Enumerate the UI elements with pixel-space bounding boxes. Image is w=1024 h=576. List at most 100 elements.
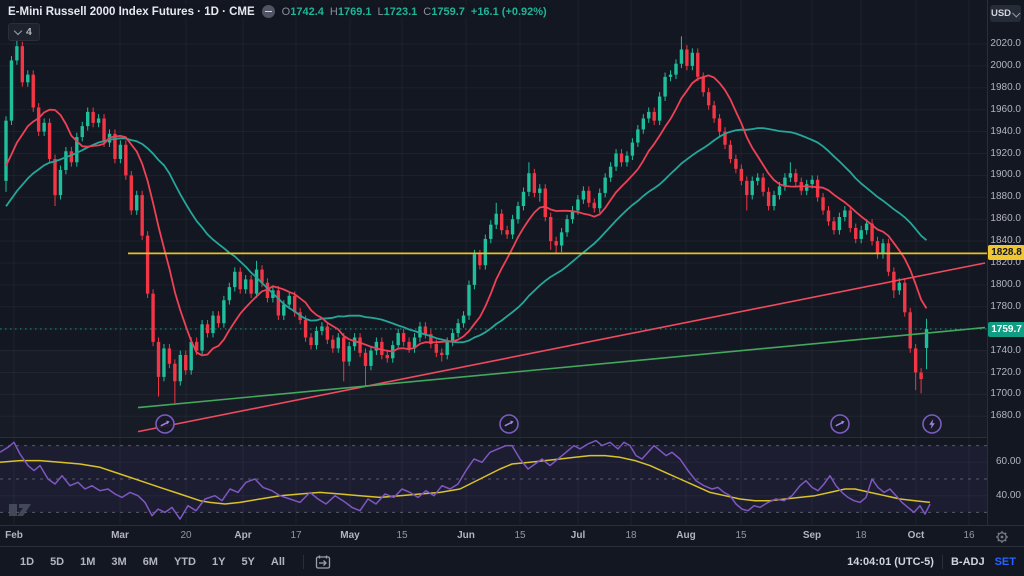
candle-body (668, 74, 673, 77)
rollover-marker-icon[interactable] (499, 414, 519, 434)
candle-body (445, 341, 449, 355)
candle-body (701, 76, 705, 93)
candle-body (254, 269, 259, 294)
price-tick: 1860.0 (990, 213, 1021, 225)
candle-body (205, 324, 210, 334)
range-button-all[interactable]: All (270, 556, 285, 568)
candle-body (15, 46, 19, 61)
candle-body (194, 341, 199, 351)
settings-gear-icon[interactable] (994, 529, 1010, 545)
symbol-title[interactable]: E-Mini Russell 2000 Index Futures · 1D ·… (8, 5, 255, 18)
candle-body (151, 293, 155, 342)
candle-body (249, 279, 253, 294)
price-tick: 1740.0 (990, 344, 1021, 356)
candle-body (325, 326, 330, 340)
candle-body (363, 352, 368, 366)
price-tick: 1700.0 (990, 388, 1021, 400)
time-tick-16: 16 (963, 530, 975, 541)
candle-body (162, 348, 166, 377)
collapse-legend-icon[interactable] (261, 5, 275, 18)
settlement-toggle[interactable]: SET (994, 556, 1016, 568)
candle-body (396, 333, 400, 346)
candle-body (47, 122, 52, 159)
candle-body (679, 49, 684, 64)
bottom-toolbar: 1D 5D 1M 3M 6M YTD 1Y 5Y All 14:04:01 (UTC-5) B-… (0, 546, 1024, 576)
rollover-marker-icon[interactable] (830, 414, 850, 434)
go-to-date-icon[interactable] (314, 553, 332, 571)
time-tick-may: May (340, 530, 360, 541)
slow-ma-line[interactable] (5, 127, 928, 344)
range-button-1y[interactable]: 1Y (211, 556, 226, 568)
time-tick-aug: Aug (676, 530, 696, 541)
main-price-pane[interactable] (0, 0, 987, 437)
oscillator-signal-line[interactable] (0, 454, 931, 505)
candle-body (581, 190, 586, 200)
time-tick-18: 18 (855, 530, 867, 541)
ascending-resistance-trendline[interactable] (137, 262, 986, 433)
tradingview-logo (9, 504, 31, 516)
range-button-1d[interactable]: 1D (20, 556, 35, 568)
pane-separator[interactable] (0, 437, 987, 438)
range-button-1m[interactable]: 1M (80, 556, 96, 568)
fast-ma-line[interactable] (5, 74, 928, 357)
candle-body (712, 105, 716, 119)
oscillator-line[interactable] (0, 439, 931, 520)
candle-body (178, 354, 183, 382)
candle-body (102, 118, 106, 143)
indicator-count-badge[interactable]: 4 (8, 23, 40, 41)
indicator-count: 4 (26, 26, 32, 38)
ascending-support-trendline[interactable] (137, 326, 986, 409)
time-tick-18: 18 (625, 530, 637, 541)
currency-selector-button[interactable]: USD (990, 5, 1021, 22)
current-price-label: 1759.7 (988, 322, 1024, 338)
candle-body (810, 179, 814, 185)
range-button-5d[interactable]: 5D (50, 556, 65, 568)
back-adjust-toggle[interactable]: B-ADJ (950, 556, 985, 568)
ohlc-readout: O1742.4 H1769.1 L1723.1 C1759.7 +16.1 (+… (281, 5, 547, 18)
event-marker-icon[interactable] (922, 414, 942, 434)
candle-body (652, 111, 656, 121)
range-button-6m[interactable]: 6M (142, 556, 158, 568)
change-value: +16.1 (+0.92%) (470, 5, 547, 18)
candle-body (603, 177, 607, 193)
range-button-5y[interactable]: 5Y (241, 556, 255, 568)
clock-timezone[interactable]: 14:04:01 (UTC-5) (847, 556, 934, 568)
low-value: 1723.1 (383, 5, 418, 18)
candle-body (216, 315, 221, 324)
candle-body (750, 180, 754, 196)
candle-body (570, 210, 575, 220)
time-tick-feb: Feb (5, 530, 23, 541)
time-tick-mar: Mar (111, 530, 129, 541)
candle-body (608, 166, 613, 178)
candle-body (538, 188, 542, 193)
currency-label: USD (990, 8, 1012, 19)
candle-body (549, 217, 553, 242)
candle-body (276, 290, 281, 316)
candle-body (135, 195, 139, 211)
price-tick: 2000.0 (990, 59, 1021, 71)
price-tick: 1780.0 (990, 300, 1021, 312)
range-button-ytd[interactable]: YTD (173, 556, 196, 568)
candle-body (543, 188, 547, 218)
candle-body (761, 177, 765, 192)
candle-body (772, 195, 776, 207)
price-tick: 1940.0 (990, 125, 1021, 137)
range-button-3m[interactable]: 3M (111, 556, 127, 568)
toolbar-divider (302, 555, 304, 569)
candle-body (20, 46, 25, 83)
candle-body (140, 195, 144, 236)
candle-body (625, 155, 629, 163)
candle-body (184, 354, 188, 371)
candle-body (96, 118, 101, 123)
price-axis[interactable]: 2020.0 2000.0 1980.0 1960.0 1940.0 1920.0 1900… (987, 0, 1024, 546)
candle-body (690, 52, 695, 66)
rsi-indicator-pane[interactable] (0, 437, 987, 525)
candle-body (614, 153, 618, 167)
time-axis[interactable]: Feb Mar 20 Apr 17 May 15 Jun 15 Jul 18 Aug 15 Sep 18 Oc… (0, 525, 1024, 547)
candle-body (309, 337, 313, 346)
time-tick-jun: Jun (457, 530, 475, 541)
candle-body (783, 177, 787, 187)
rollover-marker-icon[interactable] (155, 414, 175, 434)
candle-body (412, 337, 417, 349)
candle-body (657, 96, 662, 121)
